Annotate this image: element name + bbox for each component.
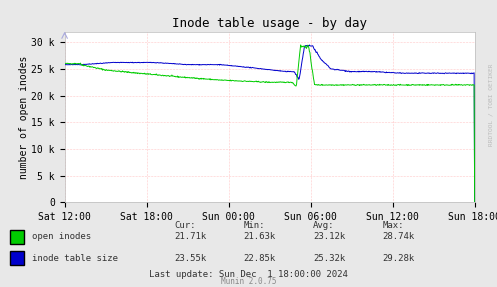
- Text: 23.55k: 23.55k: [174, 254, 206, 263]
- Text: Max:: Max:: [383, 221, 404, 230]
- Text: Cur:: Cur:: [174, 221, 195, 230]
- Text: 29.28k: 29.28k: [383, 254, 415, 263]
- Text: open inodes: open inodes: [32, 232, 91, 241]
- Y-axis label: number of open inodes: number of open inodes: [18, 55, 29, 179]
- Text: 23.12k: 23.12k: [313, 232, 345, 241]
- Text: Min:: Min:: [244, 221, 265, 230]
- Text: Last update: Sun Dec  1 18:00:00 2024: Last update: Sun Dec 1 18:00:00 2024: [149, 270, 348, 280]
- Text: 25.32k: 25.32k: [313, 254, 345, 263]
- Text: Munin 2.0.75: Munin 2.0.75: [221, 277, 276, 286]
- Text: 22.85k: 22.85k: [244, 254, 276, 263]
- Text: 21.63k: 21.63k: [244, 232, 276, 241]
- Title: Inode table usage - by day: Inode table usage - by day: [172, 18, 367, 30]
- Text: RRDTOOL / TOBI OETIKER: RRDTOOL / TOBI OETIKER: [489, 63, 494, 146]
- Text: inode table size: inode table size: [32, 254, 118, 263]
- Text: Avg:: Avg:: [313, 221, 334, 230]
- Text: 21.71k: 21.71k: [174, 232, 206, 241]
- Text: 28.74k: 28.74k: [383, 232, 415, 241]
